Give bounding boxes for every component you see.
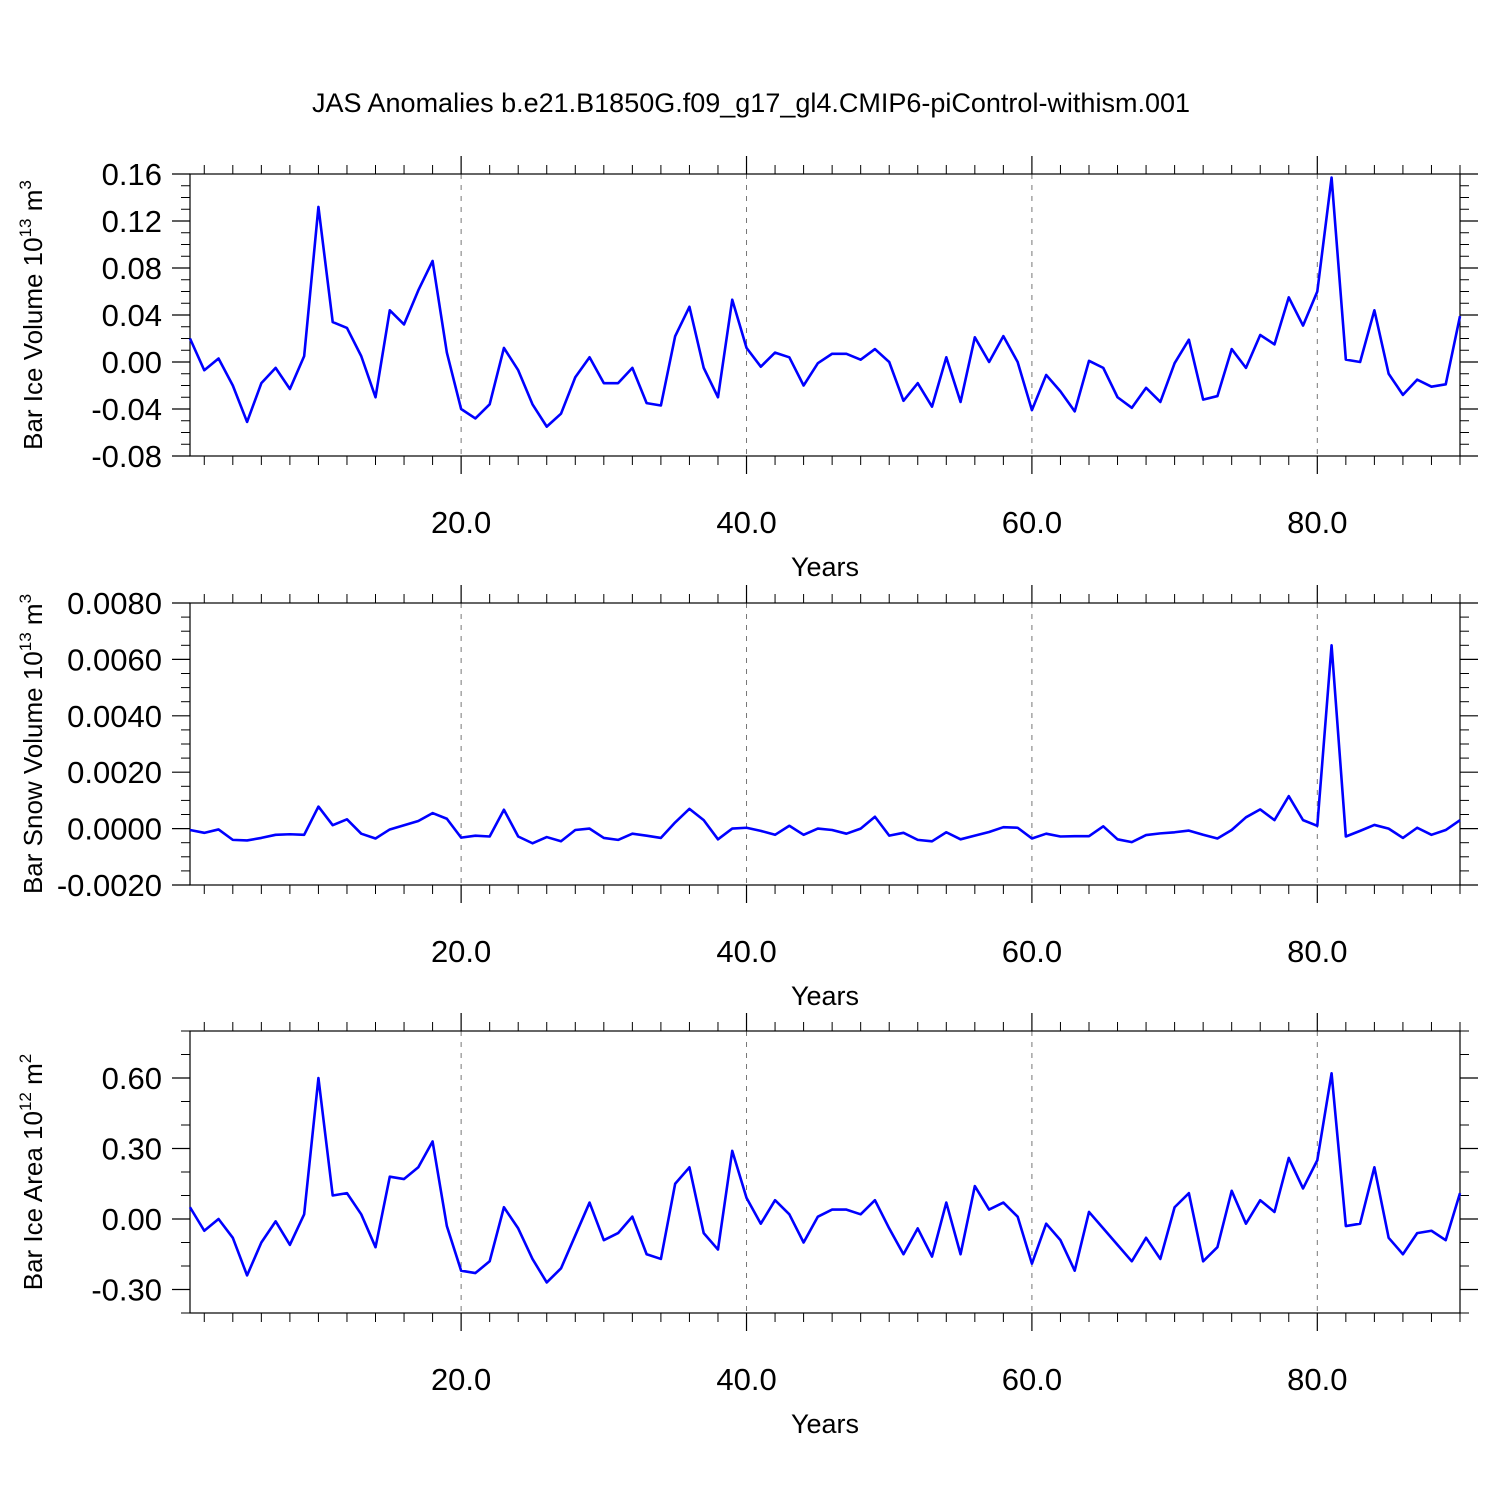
y-tick-label: 0.00 [102,1202,162,1237]
x-tick-label: 80.0 [1287,505,1347,540]
panels: 20.0 40.0 60.0 80.0 -0.08 -0.04 0.00 0.04 0.08 0.… [16,156,1478,1439]
y-tick-label: 0.0080 [67,586,162,621]
y-tick-label: 0.04 [102,298,162,333]
series-line [189,643,1461,845]
y-axis-label-superscript: 2 [16,1054,35,1063]
y-axis-label-superscript: 3 [16,180,35,189]
y-tick-label: 0.16 [102,157,162,192]
y-axis-label-superscript: 13 [16,632,35,651]
x-tick-label: 20.0 [431,1362,491,1397]
x-tick-label: 40.0 [716,1362,776,1397]
figure-title: JAS Anomalies b.e21.B1850G.f09_g17_gl4.C… [312,88,1190,118]
x-tick-label: 60.0 [1002,505,1062,540]
y-axis-label-text: Bar Ice Volume 10 [18,237,48,449]
y-tick-label: 0.12 [102,204,162,239]
y-tick-label: 0.08 [102,251,162,286]
y-tick-label: -0.08 [91,439,162,474]
y-tick-label: 0.00 [102,345,162,380]
chart-panel-1: 20.0 40.0 60.0 80.0 -0.08 -0.04 0.00 0.04 0.08 0.… [16,156,1478,582]
y-tick-label: 0.60 [102,1061,162,1096]
y-axis-label-text: Bar Ice Area 10 [18,1111,48,1290]
x-tick-label: 60.0 [1002,934,1062,969]
plot-frame [189,602,1461,886]
series-line [188,176,1462,428]
y-axis-label-text: m [18,1063,48,1092]
series-line [188,1072,1462,1284]
y-axis-label-superscript: 3 [16,594,35,603]
y-axis-label-superscript: 13 [16,218,35,237]
x-axis-label: Years [791,552,859,582]
y-axis-label-text: m [18,603,48,632]
y-axis-label-superscript: 12 [16,1092,35,1111]
y-axis-label-text: Bar Snow Volume 10 [18,651,48,894]
plot-frame [189,173,1461,457]
y-tick-label: 0.0060 [67,642,162,677]
chart-panel-3: 20.0 40.0 60.0 80.0 -0.30 0.00 0.30 0.60 Years Ba… [16,1013,1478,1439]
y-axis-label-text: m [18,190,48,219]
y-axis-label: Bar Ice Area 1012 m2 [16,1054,48,1291]
x-tick-label: 20.0 [431,505,491,540]
plot-frame [189,1030,1461,1314]
y-tick-label: 0.30 [102,1132,162,1167]
x-tick-label: 40.0 [716,505,776,540]
chart-panel-2: 20.0 40.0 60.0 80.0 -0.0020 0.0000 0.0020 0.004… [16,585,1478,1011]
y-axis-label: Bar Snow Volume 1013 m3 [16,594,48,894]
y-tick-label: 0.0000 [67,812,162,847]
y-tick-label: -0.04 [91,392,162,427]
x-tick-label: 40.0 [716,934,776,969]
x-tick-label: 80.0 [1287,934,1347,969]
x-axis-label: Years [791,981,859,1011]
y-axis-label: Bar Ice Volume 1013 m3 [16,180,48,450]
x-axis-label: Years [791,1409,859,1439]
x-tick-label: 20.0 [431,934,491,969]
y-tick-label: -0.30 [91,1273,162,1308]
x-tick-label: 80.0 [1287,1362,1347,1397]
y-tick-label: 0.0020 [67,755,162,790]
y-tick-label: -0.0020 [57,868,162,903]
x-tick-label: 60.0 [1002,1362,1062,1397]
y-tick-label: 0.0040 [67,699,162,734]
